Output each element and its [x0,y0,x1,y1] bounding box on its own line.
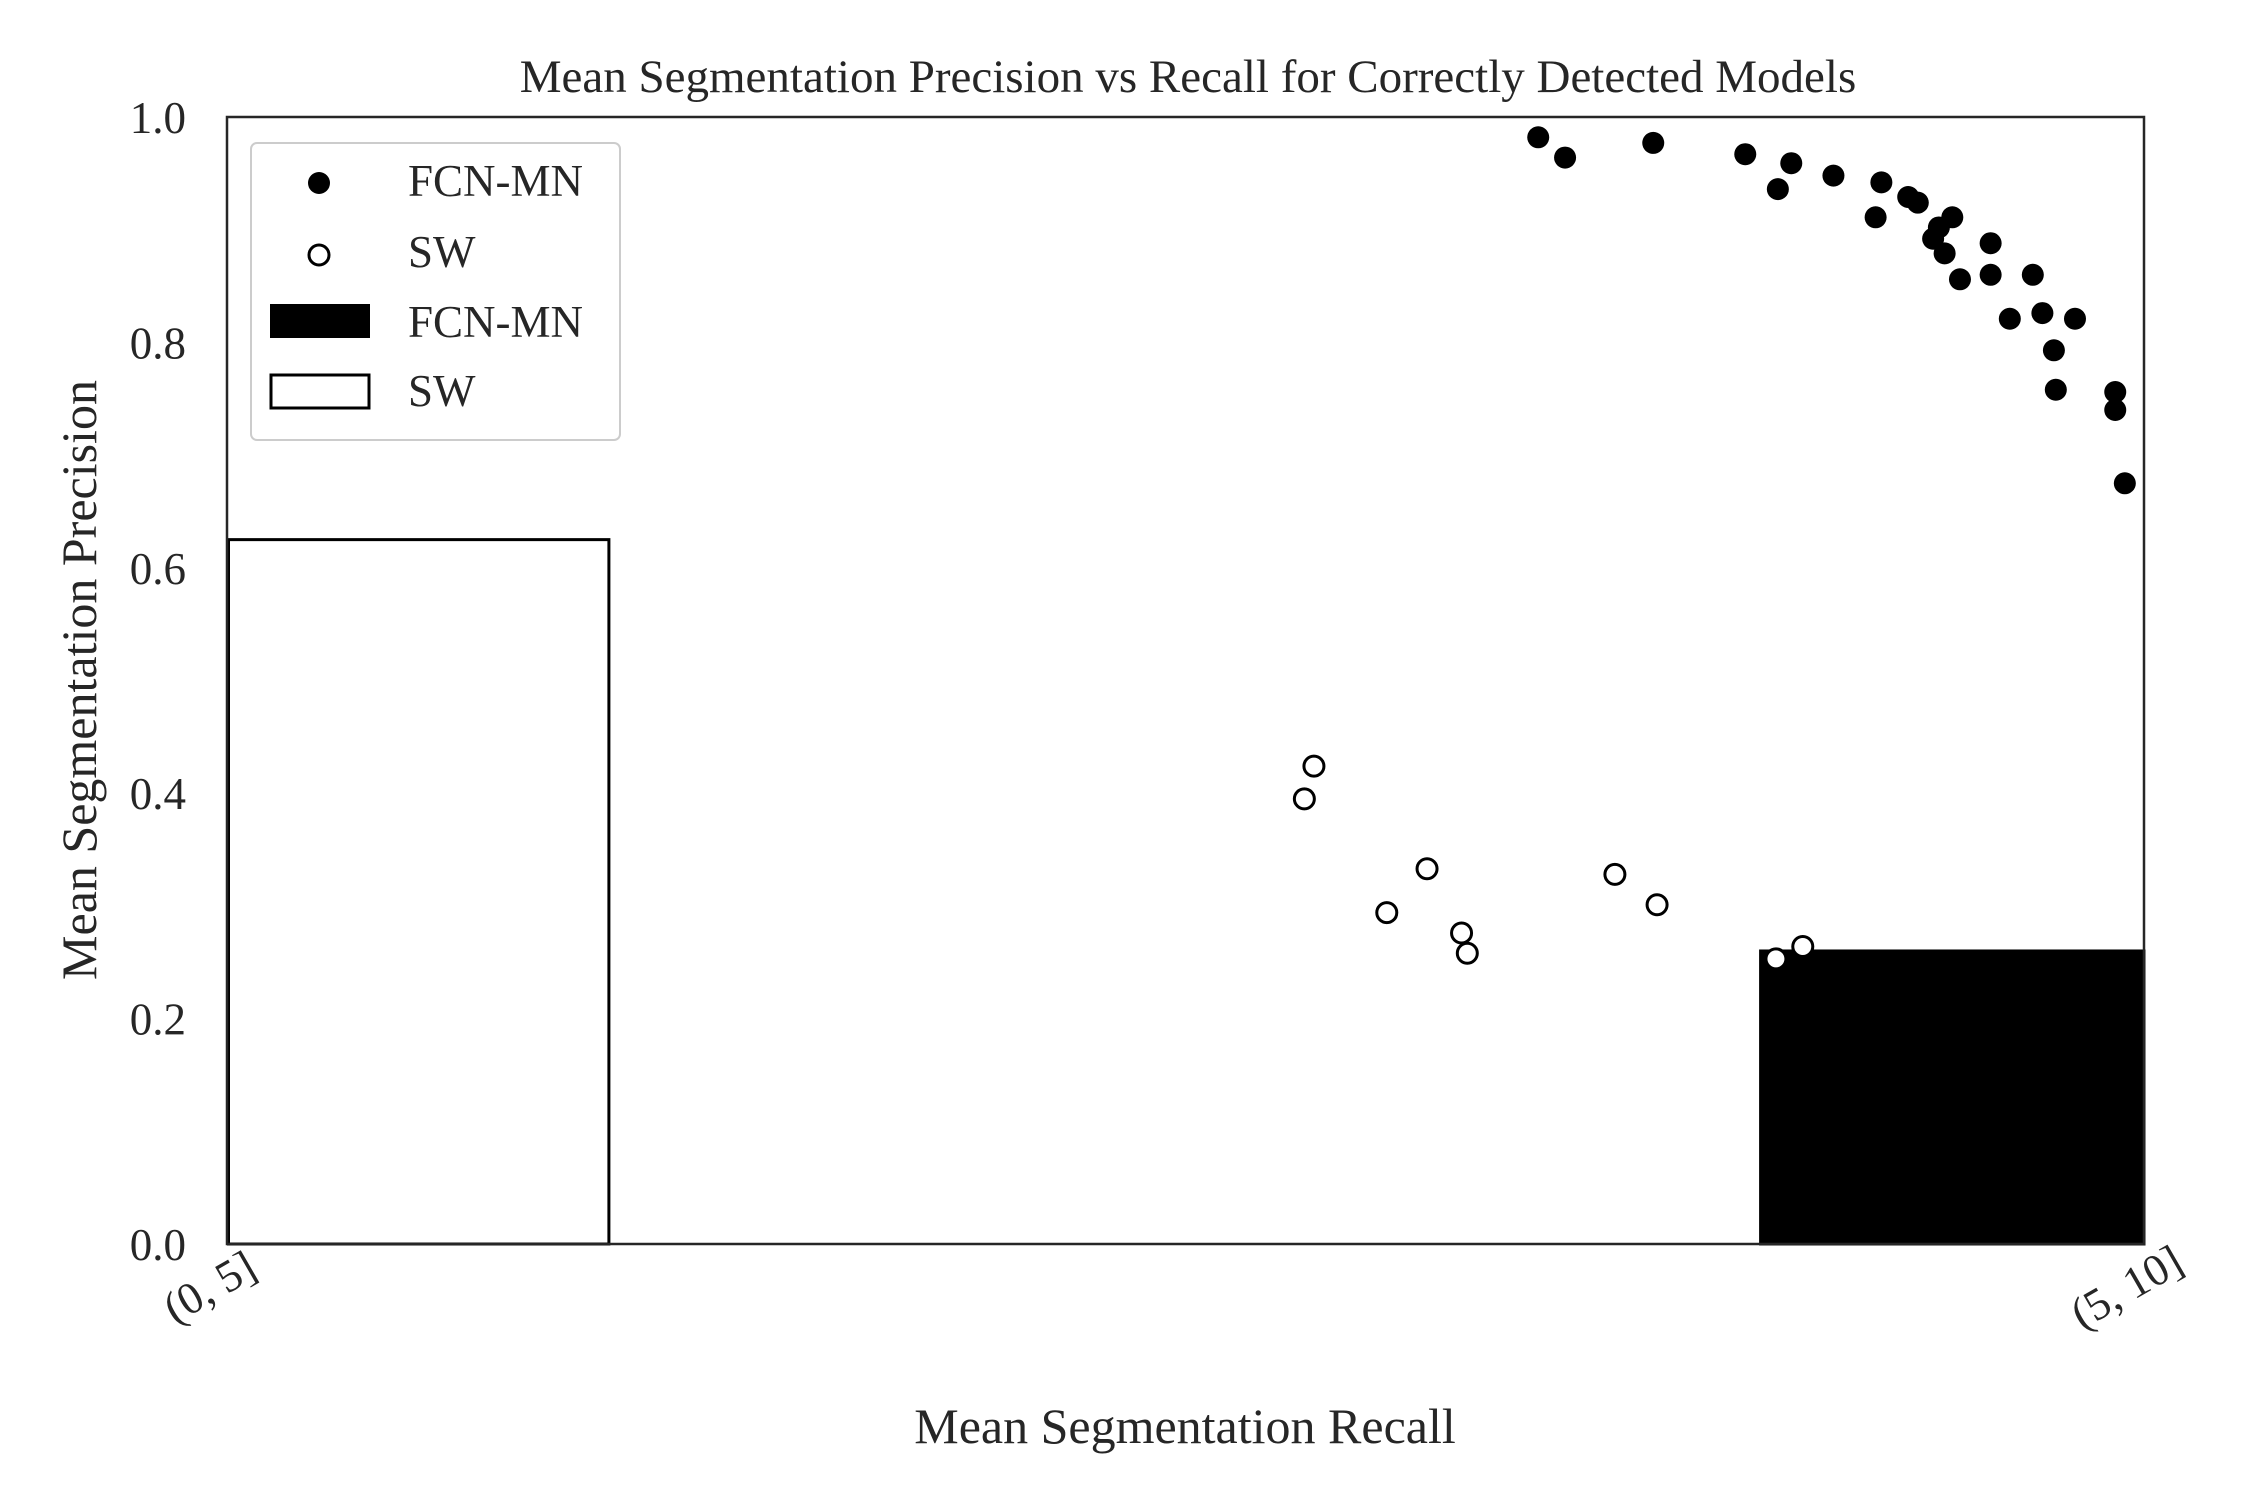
point-fcn-mn-25 [2104,399,2127,422]
point-fcn-mn-21 [2042,339,2065,362]
point-fcn-mn-0 [1527,126,1550,149]
legend-label-sw-points: SW [408,227,476,277]
legend-label-fcn-mn-bars: FCN-MN [408,297,583,347]
y-tick-label: 0.4 [130,769,186,819]
y-tick-label: 1.0 [130,93,186,143]
point-sw-9 [1791,934,1815,958]
point-sw-5 [1455,941,1479,965]
point-fcn-mn-8 [1870,171,1893,194]
point-fcn-mn-15 [1948,268,1971,291]
plot-frame [225,115,2146,1246]
bar-sw-0 [227,538,611,1246]
point-fcn-mn-4 [1766,178,1789,201]
point-fcn-mn-10 [1906,191,1929,214]
point-fcn-mn-13 [1933,242,1956,265]
legend-frame [250,142,621,441]
legend-label-fcn-mn-points: FCN-MN [408,156,583,206]
point-sw-3 [1415,857,1439,881]
legend-marker-sw [307,243,331,267]
y-tick-label: 0.6 [130,544,186,594]
point-fcn-mn-20 [2031,302,2054,325]
point-fcn-mn-14 [1941,206,1964,229]
legend-patch-fcn-mn [270,304,370,338]
y-tick-label: 0.2 [130,995,186,1045]
point-fcn-mn-24 [2104,380,2127,403]
y-axis-ticks: 0.0 0.2 0.4 0.6 0.8 1.0 [130,93,186,1270]
legend-label-sw-bars: SW [408,366,476,416]
point-sw-8 [1764,947,1788,971]
point-fcn-mn-19 [2021,263,2044,286]
point-fcn-mn-18 [1998,307,2021,330]
point-sw-7 [1645,893,1669,917]
point-fcn-mn-7 [1864,206,1887,229]
point-fcn-mn-2 [1642,131,1665,154]
chart-title: Mean Segmentation Precision vs Recall fo… [520,51,1857,103]
point-fcn-mn-1 [1554,146,1577,169]
point-fcn-mn-5 [1780,152,1803,175]
bar-fcn-mn-1 [1759,949,2146,1246]
point-sw-6 [1603,862,1627,886]
point-fcn-mn-26 [2113,472,2136,495]
point-fcn-mn-16 [1979,263,2002,286]
x-tick-label: (5, 10] [2062,1235,2191,1338]
point-sw-4 [1450,921,1474,945]
x-axis-ticks: (0, 5] (5, 10] [155,1235,2191,1338]
x-axis-label: Mean Segmentation Recall [914,1398,1456,1454]
point-sw-0 [1292,787,1316,811]
point-fcn-mn-6 [1822,164,1845,187]
point-sw-2 [1375,901,1399,925]
point-fcn-mn-17 [1979,232,2002,255]
y-axis-label: Mean Segmentation Precision [51,380,107,980]
legend-patch-sw [269,373,371,410]
point-fcn-mn-23 [2063,307,2086,330]
point-fcn-mn-3 [1734,143,1757,166]
legend: FCN-MN SW FCN-MN SW [250,142,621,441]
bars-layer [227,538,2146,1246]
y-tick-label: 0.0 [130,1220,186,1270]
point-sw-1 [1302,754,1326,778]
points-layer [1292,126,2136,971]
legend-marker-fcn-mn [308,172,330,194]
y-tick-label: 0.8 [130,318,186,368]
point-fcn-mn-22 [2044,378,2067,401]
